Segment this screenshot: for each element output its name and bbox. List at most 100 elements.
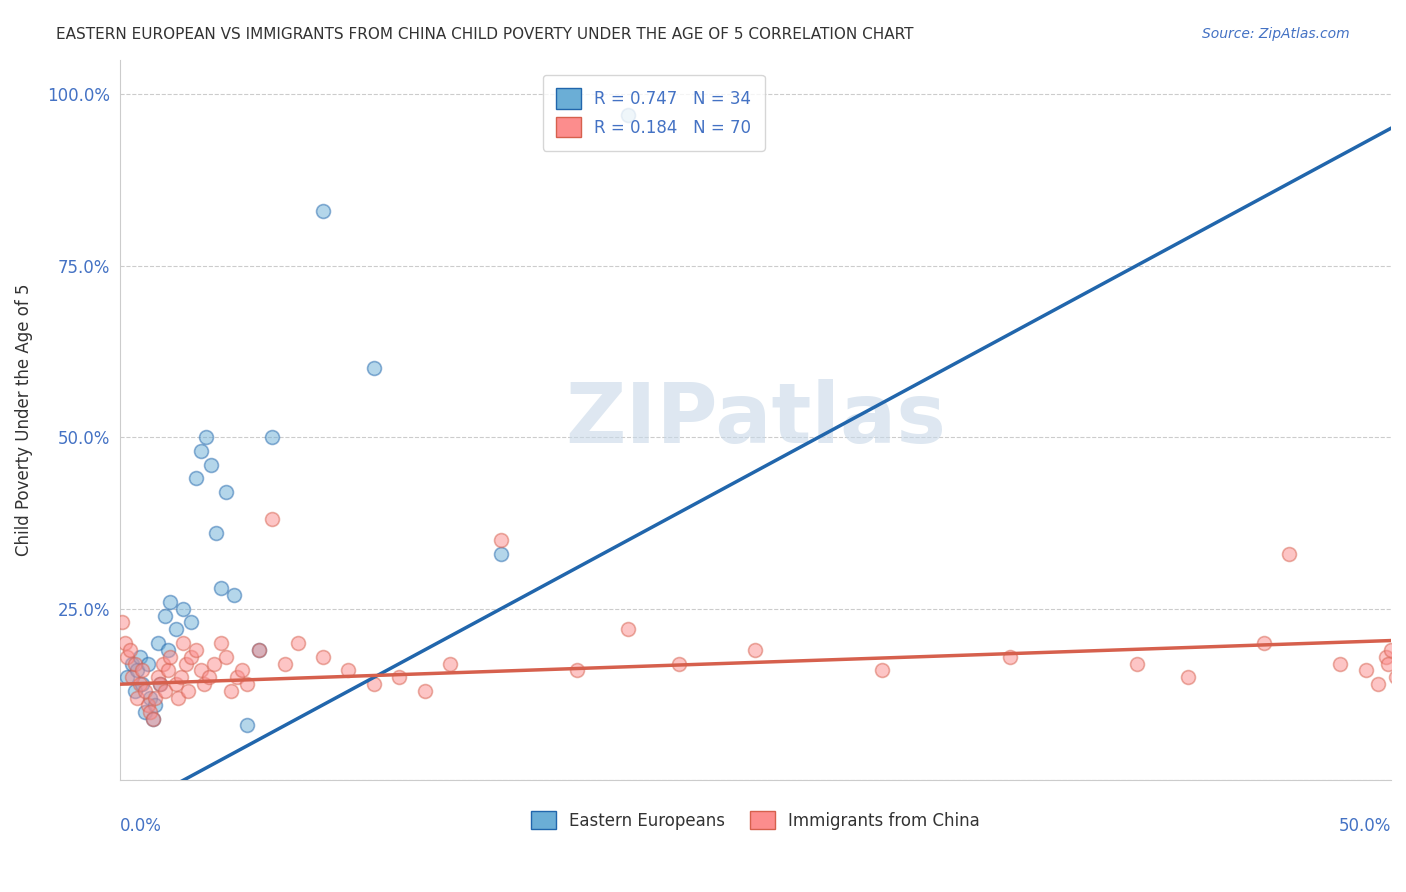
- Point: [142, 712, 165, 726]
- Point: [222, 588, 245, 602]
- Point: [146, 636, 169, 650]
- Point: [744, 643, 766, 657]
- Point: [287, 636, 309, 650]
- Point: [215, 485, 238, 500]
- Point: [235, 677, 257, 691]
- Point: [136, 698, 159, 712]
- Point: [1392, 664, 1406, 678]
- Point: [235, 718, 257, 732]
- Point: [195, 430, 218, 444]
- Point: [127, 664, 149, 678]
- Point: [363, 677, 385, 691]
- Point: [167, 690, 190, 705]
- Point: [1125, 657, 1147, 671]
- Point: [169, 670, 191, 684]
- Point: [363, 361, 385, 376]
- Point: [1379, 643, 1402, 657]
- Point: [129, 649, 152, 664]
- Point: [205, 526, 228, 541]
- Point: [1177, 670, 1199, 684]
- Point: [146, 670, 169, 684]
- Point: [149, 677, 172, 691]
- Point: [152, 657, 174, 671]
- Point: [131, 664, 153, 678]
- Point: [249, 643, 271, 657]
- Point: [115, 649, 138, 664]
- Point: [617, 623, 640, 637]
- Point: [225, 670, 247, 684]
- Point: [262, 512, 284, 526]
- Point: [118, 643, 141, 657]
- Point: [184, 471, 207, 485]
- Point: [413, 684, 436, 698]
- Point: [134, 705, 156, 719]
- Point: [1378, 657, 1400, 671]
- Point: [134, 684, 156, 698]
- Point: [617, 107, 640, 121]
- Point: [177, 684, 200, 698]
- Point: [143, 698, 166, 712]
- Point: [190, 664, 212, 678]
- Point: [1278, 547, 1301, 561]
- Point: [209, 581, 232, 595]
- Point: [249, 643, 271, 657]
- Point: [202, 657, 225, 671]
- Legend: Eastern Europeans, Immigrants from China: Eastern Europeans, Immigrants from China: [530, 812, 980, 830]
- Point: [193, 677, 215, 691]
- Point: [489, 547, 512, 561]
- Point: [190, 443, 212, 458]
- Point: [174, 657, 197, 671]
- Point: [998, 649, 1021, 664]
- Point: [165, 677, 187, 691]
- Point: [231, 664, 253, 678]
- Point: [1354, 664, 1376, 678]
- Point: [1329, 657, 1351, 671]
- Point: [121, 657, 143, 671]
- Point: [337, 664, 360, 678]
- Point: [180, 649, 202, 664]
- Point: [149, 677, 172, 691]
- Point: [155, 684, 177, 698]
- Point: [165, 623, 187, 637]
- Point: [1385, 670, 1406, 684]
- Point: [567, 664, 589, 678]
- Point: [215, 649, 238, 664]
- Point: [139, 690, 162, 705]
- Text: Source: ZipAtlas.com: Source: ZipAtlas.com: [1202, 27, 1350, 41]
- Point: [274, 657, 297, 671]
- Text: ZIPatlas: ZIPatlas: [565, 379, 946, 460]
- Point: [159, 649, 181, 664]
- Point: [180, 615, 202, 630]
- Point: [136, 657, 159, 671]
- Point: [127, 690, 149, 705]
- Point: [1367, 677, 1389, 691]
- Point: [184, 643, 207, 657]
- Point: [388, 670, 411, 684]
- Point: [262, 430, 284, 444]
- Y-axis label: Child Poverty Under the Age of 5: Child Poverty Under the Age of 5: [15, 284, 32, 557]
- Point: [872, 664, 894, 678]
- Point: [172, 601, 194, 615]
- Point: [1253, 636, 1275, 650]
- Text: 0.0%: 0.0%: [120, 817, 162, 835]
- Point: [209, 636, 232, 650]
- Point: [124, 657, 146, 671]
- Point: [121, 670, 143, 684]
- Point: [114, 636, 136, 650]
- Point: [155, 608, 177, 623]
- Point: [200, 458, 222, 472]
- Point: [156, 643, 179, 657]
- Text: 50.0%: 50.0%: [1339, 817, 1391, 835]
- Text: EASTERN EUROPEAN VS IMMIGRANTS FROM CHINA CHILD POVERTY UNDER THE AGE OF 5 CORRE: EASTERN EUROPEAN VS IMMIGRANTS FROM CHIN…: [56, 27, 914, 42]
- Point: [129, 677, 152, 691]
- Point: [115, 670, 138, 684]
- Point: [312, 649, 335, 664]
- Point: [156, 664, 179, 678]
- Point: [139, 705, 162, 719]
- Point: [124, 684, 146, 698]
- Point: [439, 657, 461, 671]
- Point: [312, 203, 335, 218]
- Point: [221, 684, 243, 698]
- Point: [1375, 649, 1398, 664]
- Point: [142, 712, 165, 726]
